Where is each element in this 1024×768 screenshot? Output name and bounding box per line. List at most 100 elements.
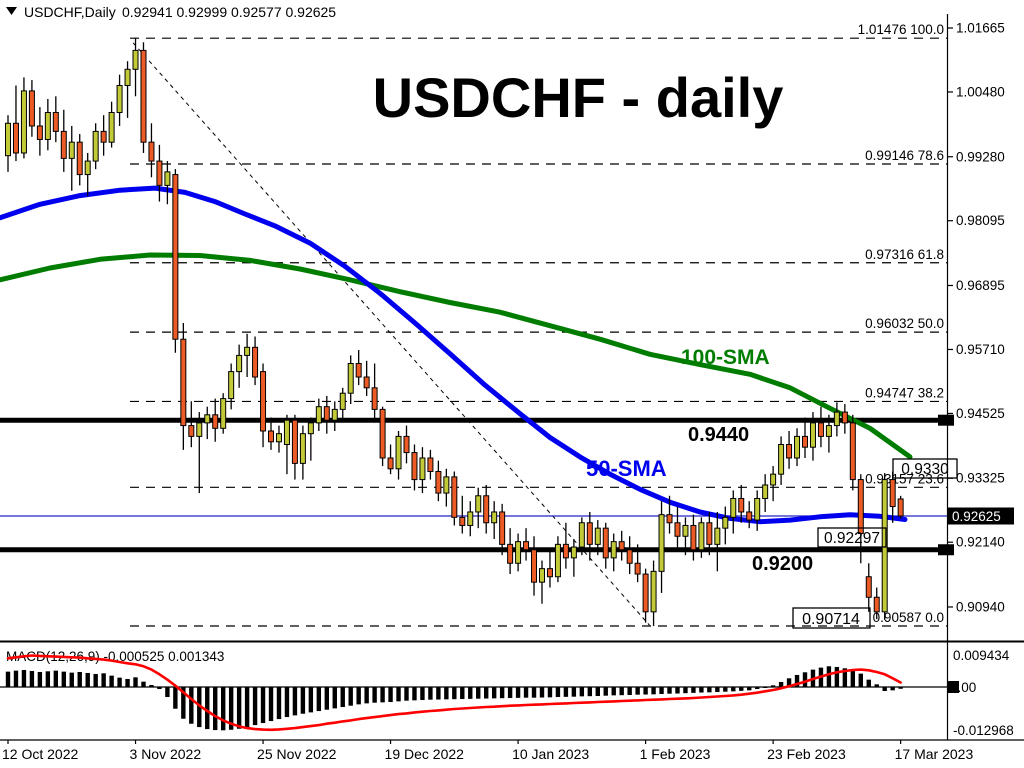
triangle-down-icon[interactable] <box>6 7 17 15</box>
fib-label: 0.99146 78.6 <box>865 148 944 163</box>
macd-histogram-bar <box>635 687 640 695</box>
macd-histogram-bar <box>731 687 736 692</box>
date-label: 17 Mar 2023 <box>895 746 974 762</box>
macd-histogram-bar <box>85 672 90 687</box>
macd-histogram-bar <box>181 687 186 719</box>
sma100-label: 100-SMA <box>681 346 770 369</box>
macd-histogram-bar <box>539 687 545 698</box>
macd-histogram-bar <box>436 687 441 700</box>
candle-body <box>299 433 306 464</box>
candle-body <box>196 422 203 437</box>
candle-body <box>283 419 290 445</box>
candle-body <box>786 443 793 459</box>
macd-histogram-bar <box>380 687 385 703</box>
candle-body <box>531 549 538 583</box>
price-tick-label: 1.00480 <box>956 84 1005 99</box>
candle-body <box>634 562 641 575</box>
macd-histogram-bar <box>834 666 840 687</box>
macd-histogram-bar <box>866 679 871 687</box>
candle-body <box>594 527 601 545</box>
macd-panel[interactable]: MACD(12,26,9) -0.000525 0.001343 0.00943… <box>0 648 1014 738</box>
candle-body <box>180 338 187 427</box>
annotation-text: 0.90714 <box>802 611 860 628</box>
level-axis-marker <box>938 414 954 426</box>
candle-body <box>252 346 259 378</box>
macd-histogram-bar <box>754 687 760 690</box>
macd-histogram-bar <box>420 687 425 701</box>
candle-body <box>331 408 338 421</box>
price-axis[interactable]: 1.01665 1.00480 0.99280 0.98095 0.96895 0.957… <box>947 21 1005 615</box>
macd-histogram-bar <box>404 687 409 701</box>
date-label: 3 Nov 2022 <box>130 746 202 762</box>
candle-body <box>164 171 171 186</box>
price-tick-label: 0.94525 <box>956 406 1005 421</box>
candle-body <box>12 122 19 154</box>
macd-histogram-bar <box>53 670 59 687</box>
candle-body <box>570 546 577 559</box>
candle-body <box>20 90 27 154</box>
annotation-box-0.90714[interactable]: 0.90714 <box>792 607 871 629</box>
macd-histogram-bar <box>372 687 377 703</box>
annotation-box-0.92297[interactable]: 0.92297 <box>817 527 887 548</box>
candle-body <box>52 111 59 132</box>
macd-histogram-bar <box>786 678 792 687</box>
time-axis[interactable]: 12 Oct 2022 3 Nov 2022 25 Nov 2022 19 Dec 2… <box>2 740 973 762</box>
macd-histogram-bar <box>364 687 369 704</box>
macd-histogram-bar <box>308 687 314 713</box>
candle-body <box>865 576 872 598</box>
macd-histogram-bar <box>491 687 497 699</box>
candle-body <box>403 435 410 454</box>
macd-histogram-bar <box>468 687 473 699</box>
annotation-box-0.9330[interactable]: 0.9330 <box>892 458 958 479</box>
candle-body <box>347 363 354 394</box>
macd-histogram-bar <box>356 687 361 705</box>
annotation-text: 0.9330 <box>901 461 949 478</box>
macd-histogram-bar <box>268 687 274 722</box>
candle-body <box>124 68 131 86</box>
candle-body <box>275 433 282 443</box>
candle-body <box>363 376 370 389</box>
macd-histogram-bar <box>452 687 457 700</box>
macd-histogram-bar <box>101 673 106 687</box>
fib-label: 0.94747 38.2 <box>865 385 944 400</box>
candle-body <box>881 479 888 613</box>
macd-histogram-bar <box>778 681 784 687</box>
macd-histogram-bar <box>794 674 800 687</box>
candle-body <box>626 549 633 564</box>
macd-histogram-bar <box>340 687 345 708</box>
candle-body <box>459 516 466 526</box>
macd-histogram-bar <box>484 687 489 699</box>
candle-body <box>44 111 51 140</box>
macd-histogram-bar <box>412 687 417 701</box>
macd-histogram-bar <box>691 687 696 693</box>
candle-body <box>148 141 155 162</box>
candle-body <box>236 354 243 373</box>
candle-body <box>562 543 569 559</box>
candlestick-layer[interactable] <box>5 38 904 627</box>
candle-body <box>690 524 697 551</box>
date-label: 19 Dec 2022 <box>385 746 465 762</box>
candle-body <box>857 479 864 535</box>
macd-histogram-bar <box>523 687 529 698</box>
candle-body <box>244 346 251 356</box>
trendline <box>132 42 650 626</box>
candle-body <box>84 160 91 176</box>
candle-body <box>132 49 139 70</box>
candle-body <box>825 425 832 437</box>
macd-axis-min: -0.012968 <box>953 723 1014 738</box>
candle-body <box>228 371 235 400</box>
candle-body <box>833 411 840 427</box>
candle-body <box>554 543 561 578</box>
macd-histogram-bar <box>332 687 337 709</box>
macd-histogram-bar <box>29 670 35 687</box>
macd-histogram-bar <box>547 687 553 698</box>
date-label: 10 Jan 2023 <box>512 746 589 762</box>
candle-body <box>379 408 386 459</box>
support-resistance-layer <box>0 414 954 556</box>
macd-histogram-bar <box>133 677 138 687</box>
macd-histogram-bar <box>388 687 393 703</box>
macd-histogram-bar <box>5 671 11 687</box>
macd-histogram-bar <box>683 687 688 694</box>
